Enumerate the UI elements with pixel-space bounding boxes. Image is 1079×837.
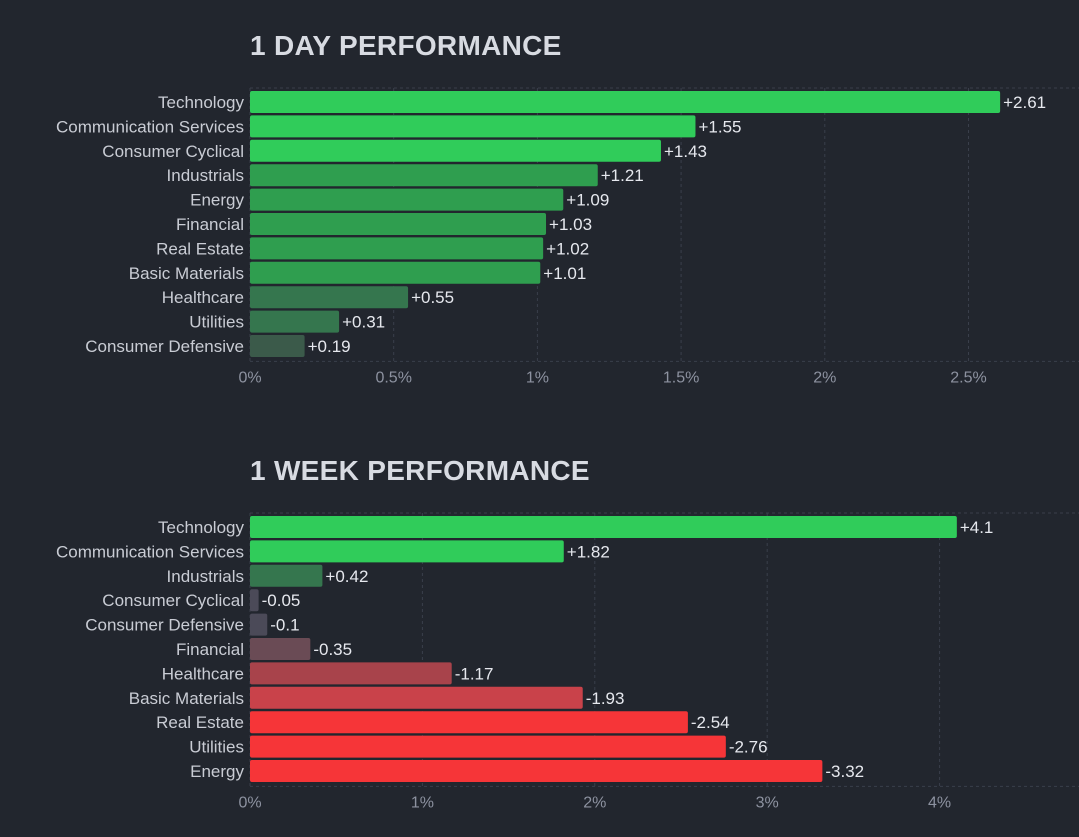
category-label: Utilities bbox=[189, 313, 244, 332]
bar-consumer-cyclical bbox=[250, 589, 259, 612]
bar-communication-services bbox=[250, 115, 696, 138]
category-label: Real Estate bbox=[156, 713, 244, 732]
value-label: -1.93 bbox=[586, 689, 625, 708]
category-label: Financial bbox=[176, 215, 244, 234]
x-tick-label: 0% bbox=[238, 794, 261, 811]
category-label: Communication Services bbox=[56, 117, 244, 136]
value-label: -3.32 bbox=[825, 762, 864, 781]
category-label: Energy bbox=[190, 191, 244, 210]
x-tick-label: 1.5% bbox=[663, 369, 699, 386]
x-tick-label: 4% bbox=[928, 794, 951, 811]
category-label: Consumer Defensive bbox=[85, 337, 244, 356]
value-label: +1.09 bbox=[566, 191, 609, 210]
value-label: +1.03 bbox=[549, 215, 592, 234]
chart-1-day-performance: Technology +2.61 Communication Services +1.… bbox=[56, 87, 1079, 386]
category-label: Technology bbox=[158, 93, 245, 112]
x-tick-label: 1% bbox=[526, 369, 549, 386]
value-label: +1.82 bbox=[567, 542, 610, 561]
bar-technology bbox=[250, 516, 957, 538]
x-tick-label: 0.5% bbox=[375, 369, 411, 386]
value-label: -0.1 bbox=[270, 616, 299, 635]
x-tick-label: 0% bbox=[238, 369, 261, 386]
category-label: Consumer Defensive bbox=[85, 616, 244, 635]
value-label: +4.1 bbox=[960, 518, 994, 537]
category-label: Consumer Cyclical bbox=[102, 142, 244, 161]
bar-industrials bbox=[250, 564, 323, 587]
value-label: -0.05 bbox=[262, 591, 301, 610]
bar-industrials bbox=[250, 164, 598, 187]
bar-basic-materials bbox=[250, 261, 541, 284]
x-tick-label: 2.5% bbox=[950, 369, 986, 386]
bar-energy bbox=[250, 188, 564, 211]
bar-energy bbox=[250, 760, 823, 782]
value-label: -0.35 bbox=[313, 640, 352, 659]
x-tick-label: 2% bbox=[813, 369, 836, 386]
value-label: -1.17 bbox=[455, 664, 494, 683]
x-tick-label: 2% bbox=[583, 794, 606, 811]
category-label: Technology bbox=[158, 518, 245, 537]
category-label: Real Estate bbox=[156, 239, 244, 258]
category-label: Basic Materials bbox=[129, 689, 244, 708]
category-label: Utilities bbox=[189, 738, 244, 757]
bar-utilities bbox=[250, 735, 726, 758]
category-label: Energy bbox=[190, 762, 244, 781]
bar-consumer-defensive bbox=[250, 613, 268, 636]
category-label: Industrials bbox=[167, 166, 244, 185]
bar-consumer-cyclical bbox=[250, 139, 661, 162]
category-label: Industrials bbox=[167, 567, 244, 586]
bar-financial bbox=[250, 213, 547, 235]
value-label: +0.55 bbox=[411, 288, 454, 307]
value-label: -2.54 bbox=[691, 713, 730, 732]
value-label: +0.42 bbox=[325, 567, 368, 586]
value-label: +0.31 bbox=[342, 313, 385, 332]
value-label: +2.61 bbox=[1003, 93, 1046, 112]
bar-basic-materials bbox=[250, 686, 583, 709]
bar-real-estate bbox=[250, 237, 544, 260]
value-label: +1.55 bbox=[698, 117, 741, 136]
value-label: +1.02 bbox=[546, 239, 589, 258]
x-tick-label: 3% bbox=[756, 794, 779, 811]
bar-healthcare bbox=[250, 662, 452, 685]
bar-healthcare bbox=[250, 286, 409, 309]
chart-title-1-day: 1 DAY PERFORMANCE bbox=[250, 30, 562, 61]
category-label: Communication Services bbox=[56, 542, 244, 561]
value-label: +0.19 bbox=[308, 337, 351, 356]
category-label: Healthcare bbox=[162, 288, 244, 307]
bar-real-estate bbox=[250, 711, 688, 734]
value-label: -2.76 bbox=[729, 738, 768, 757]
bar-utilities bbox=[250, 310, 340, 333]
bar-technology bbox=[250, 91, 1001, 113]
value-label: +1.21 bbox=[601, 166, 644, 185]
category-label: Financial bbox=[176, 640, 244, 659]
bar-consumer-defensive bbox=[250, 335, 305, 357]
bar-financial bbox=[250, 638, 311, 660]
value-label: +1.43 bbox=[664, 142, 707, 161]
bar-communication-services bbox=[250, 540, 564, 563]
chart-title-1-week: 1 WEEK PERFORMANCE bbox=[250, 455, 590, 486]
value-label: +1.01 bbox=[543, 264, 586, 283]
category-label: Basic Materials bbox=[129, 264, 244, 283]
category-label: Healthcare bbox=[162, 664, 244, 683]
x-tick-label: 1% bbox=[411, 794, 434, 811]
category-label: Consumer Cyclical bbox=[102, 591, 244, 610]
